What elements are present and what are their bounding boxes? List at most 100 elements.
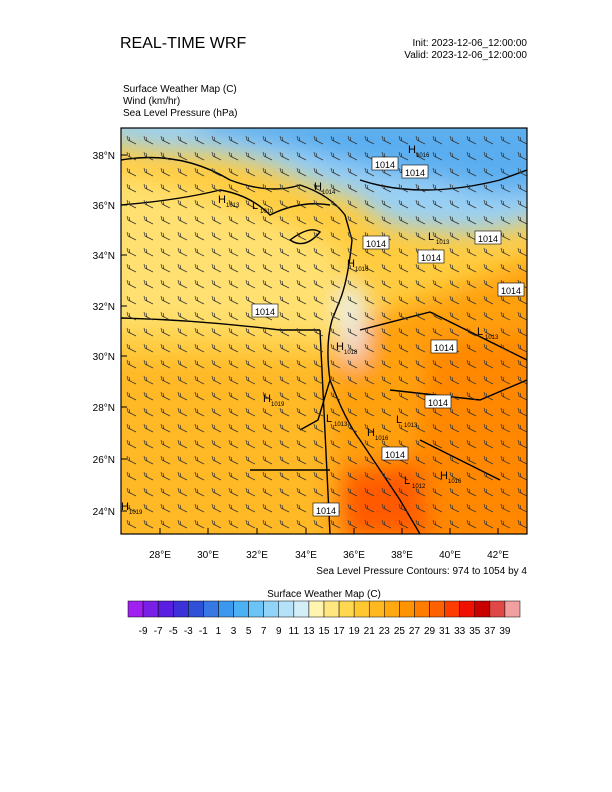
wind-barb [381, 183, 392, 193]
wind-barb [381, 407, 392, 417]
wind-barb [211, 455, 222, 465]
wind-barb [177, 167, 188, 177]
wind-barb [279, 503, 290, 513]
wind-barb [143, 375, 154, 385]
contour-label-box [401, 164, 429, 179]
colorbar-swatch [384, 600, 400, 618]
center-letter: H [347, 258, 355, 270]
wind-barb [194, 199, 205, 209]
wind-barb [245, 359, 256, 369]
lon-label: 28°E [149, 550, 171, 561]
wind-barb [296, 407, 307, 417]
wind-barb [194, 423, 205, 433]
wind-barb [313, 135, 324, 145]
wind-barb [432, 407, 443, 417]
wind-barb [449, 375, 460, 385]
contour-label-box [430, 339, 458, 354]
wind-barb [228, 391, 239, 401]
wind-barb [143, 135, 154, 145]
colorbar-label: 13 [303, 626, 315, 637]
wind-barb [347, 359, 358, 369]
wind-barb [126, 519, 137, 529]
wind-barb [211, 407, 222, 417]
wind-barb [347, 439, 358, 449]
wind-barb [126, 391, 137, 401]
wind-barb [398, 359, 409, 369]
colorbar-swatch [323, 600, 340, 618]
wind-barb [296, 311, 307, 321]
wind-barb [126, 359, 137, 369]
lat-label: 24°N [93, 507, 115, 518]
colorbar-swatch [474, 600, 491, 618]
wind-barb [347, 519, 358, 529]
lat-label: 30°N [93, 352, 115, 363]
wind-barb [500, 167, 511, 177]
colorbar-swatch [414, 600, 430, 618]
colorbar-label: 37 [484, 626, 496, 637]
lat-label: 34°N [93, 251, 115, 262]
wind-barb [177, 423, 188, 433]
wind-barb [160, 327, 171, 337]
wind-barb [313, 231, 324, 241]
wind-barb [177, 503, 188, 513]
wind-barb [330, 423, 341, 433]
wind-barb [432, 295, 443, 305]
center-letter: H [336, 341, 344, 353]
wind-barb [245, 199, 256, 209]
wind-barb [381, 263, 392, 273]
wind-barb [483, 151, 494, 161]
wind-barb [517, 151, 527, 161]
wind-barb [415, 487, 426, 497]
wind-barb [330, 359, 341, 369]
colorbar-label: 23 [379, 626, 391, 637]
wind-barb [398, 263, 409, 273]
wind-barb [160, 311, 171, 321]
wind-barb [381, 471, 392, 481]
contour-label: 1014 [405, 168, 425, 178]
wind-barb [211, 215, 222, 225]
wind-barb [279, 215, 290, 225]
contour-label-box [371, 156, 399, 171]
colorbar-label: 1 [216, 626, 222, 637]
wind-barb [245, 311, 256, 321]
center-value: 1016 [355, 267, 369, 273]
center-letter: H [408, 144, 416, 156]
wind-barb [262, 455, 273, 465]
center-letter: L [396, 414, 402, 426]
wind-barb [126, 135, 137, 145]
wind-barb [245, 151, 256, 161]
wind-barb [143, 391, 154, 401]
wind-barb [449, 519, 460, 529]
wind-barb [415, 279, 426, 289]
wind-barb [313, 423, 324, 433]
wind-barb [194, 167, 205, 177]
wind-barb [347, 455, 358, 465]
wind-barb [143, 471, 154, 481]
wind-barb [483, 215, 494, 225]
wind-barb [449, 455, 460, 465]
wind-barb [517, 295, 527, 305]
wind-barb [364, 295, 375, 305]
wind-barb [262, 391, 273, 401]
wind-barb [415, 199, 426, 209]
field-label: Surface Weather Map (C) [123, 84, 237, 95]
lon-label: 34°E [295, 550, 317, 561]
wind-barb [211, 503, 222, 513]
wind-barb [126, 487, 137, 497]
wind-barb [381, 503, 392, 513]
wind-barb [262, 487, 273, 497]
wind-barb [330, 135, 341, 145]
wind-barb [143, 423, 154, 433]
colorbar-label: 11 [289, 626, 300, 637]
wind-barb [466, 231, 477, 241]
center-letter: H [440, 470, 448, 482]
lat-label: 36°N [93, 201, 115, 212]
wind-barb [483, 279, 494, 289]
colorbar-swatch [293, 600, 310, 618]
wind-barb [143, 263, 154, 273]
wind-barb [347, 503, 358, 513]
wind-barb [517, 199, 527, 209]
wind-barb [313, 151, 324, 161]
wind-barb [211, 439, 222, 449]
